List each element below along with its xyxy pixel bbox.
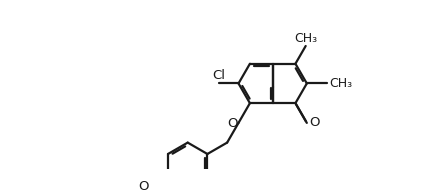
Text: CH₃: CH₃	[329, 77, 352, 90]
Text: O: O	[227, 117, 238, 130]
Text: Cl: Cl	[212, 69, 225, 82]
Text: O: O	[138, 180, 149, 192]
Text: CH₃: CH₃	[294, 32, 317, 45]
Text: O: O	[309, 116, 320, 129]
